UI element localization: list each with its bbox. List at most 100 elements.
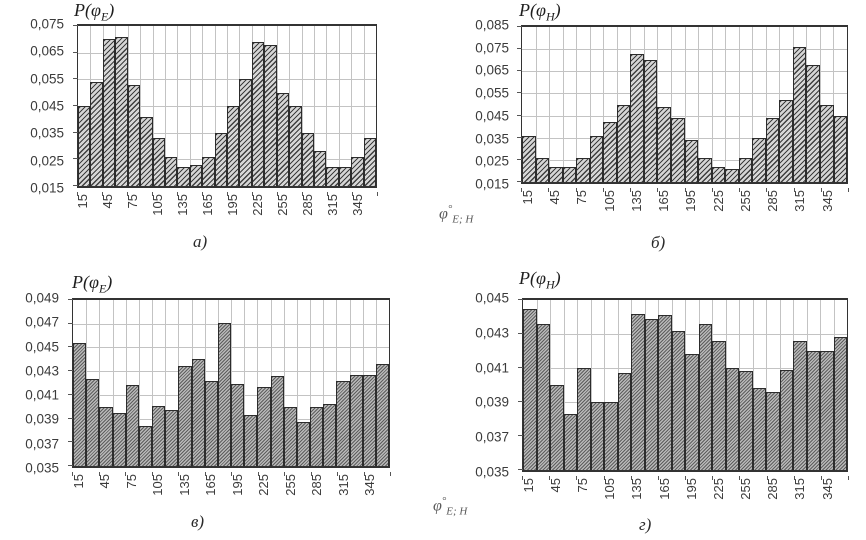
y-tick-mark	[68, 370, 73, 372]
x-tick-label: 45	[547, 478, 563, 493]
v-gridline	[833, 27, 835, 182]
x-tick-label: 195	[683, 478, 699, 500]
phi-symbol: φ	[439, 205, 448, 223]
bar	[752, 137, 766, 182]
x-tick-label: 285	[309, 474, 325, 496]
v-gridline	[766, 300, 767, 470]
bar	[217, 322, 232, 466]
y-tick-label: 0,065	[30, 43, 64, 59]
v-gridline	[698, 27, 700, 182]
bar	[576, 157, 590, 182]
y-tick-label: 0,015	[30, 180, 64, 196]
v-gridline	[138, 300, 140, 466]
plot-area	[518, 298, 848, 472]
x-tick-label: 225	[710, 190, 726, 212]
y-tick-label: 0,045	[25, 339, 59, 355]
x-tick-label: 75	[123, 474, 139, 489]
x-tick-label: 225	[250, 194, 266, 216]
bar	[323, 404, 337, 466]
y-tick-label: 0,035	[475, 464, 509, 480]
bar	[589, 135, 604, 182]
bar	[375, 364, 390, 466]
v-gridline	[231, 300, 232, 466]
x-tick-mark	[257, 472, 259, 476]
x-tick-mark	[98, 472, 100, 476]
y-tick-mark	[73, 105, 78, 106]
bar	[779, 100, 793, 182]
x-tick-label: 255	[275, 194, 291, 216]
bar	[289, 106, 302, 186]
x-tick-mark	[684, 188, 686, 192]
x-tick-label: 255	[282, 474, 298, 496]
x-tick-mark	[252, 192, 253, 196]
x-tick-mark	[151, 472, 153, 476]
bar	[73, 342, 87, 466]
x-tick-mark	[576, 476, 578, 480]
v-gridline	[296, 300, 298, 466]
y-tick-mark	[68, 299, 73, 300]
y-tick-label: 0,025	[475, 153, 509, 169]
y-tick-label: 0,043	[25, 363, 59, 379]
title-subscript: H	[545, 277, 555, 292]
x-tick-mark	[363, 472, 365, 476]
x-tick-label: 105	[602, 478, 618, 500]
bar	[227, 106, 240, 186]
v-gridline	[214, 26, 216, 186]
bar	[657, 106, 672, 182]
x-tick-label: 105	[150, 194, 166, 216]
degree-sign: °	[447, 203, 453, 215]
bar	[671, 330, 685, 470]
v-gridline	[202, 26, 204, 186]
x-tick-label: 15	[519, 190, 535, 205]
chart-phi-h-top: P(φH) 0,085 0,075 0,065 0,055 0,045 0,035 0,02…	[433, 0, 866, 264]
bar	[349, 374, 363, 466]
x-tick-label: 345	[819, 190, 835, 212]
bar	[738, 157, 753, 182]
v-gridline	[670, 27, 672, 182]
x-tick-label: 225	[710, 478, 726, 500]
x-tick-mark	[549, 476, 551, 480]
x-tick-label: 105	[150, 474, 166, 496]
x-tick-mark	[127, 192, 128, 196]
v-gridline	[165, 300, 167, 466]
bar	[643, 60, 658, 182]
bar	[283, 406, 297, 466]
y-axis-labels: 0,075 0,065 0,055 0,045 0,035 0,025 0,015	[2, 17, 70, 196]
x-tick-label: 345	[350, 194, 366, 216]
bar	[563, 413, 577, 470]
v-gridline	[562, 27, 564, 182]
v-gridline	[140, 26, 142, 186]
v-gridline	[112, 300, 114, 466]
x-tick-label: 285	[300, 194, 316, 216]
v-gridline	[338, 26, 340, 186]
bar	[336, 380, 350, 466]
v-gridline	[684, 27, 686, 182]
bar	[549, 166, 563, 182]
bar	[711, 166, 726, 182]
degree-sign: °	[441, 495, 447, 507]
v-gridline	[563, 300, 565, 470]
chart-phi-e-bottom: P(φE) 0,049 0,047 0,045 0,043 0,041 0,039 0,03…	[0, 265, 433, 540]
bar	[138, 425, 153, 466]
y-tick-label: 0,045	[30, 98, 64, 114]
y-axis-labels: 0,085 0,075 0,065 0,055 0,045 0,035 0,025 0,015	[445, 18, 515, 192]
v-gridline	[313, 26, 315, 186]
y-tick-label: 0,075	[30, 16, 64, 32]
y-tick-label: 0,065	[475, 62, 509, 78]
x-tick-label: 75	[125, 194, 141, 209]
x-tick-mark	[820, 476, 822, 480]
v-gridline	[657, 27, 659, 182]
y-tick-mark	[517, 181, 522, 182]
x-tick-mark	[152, 192, 153, 196]
v-gridline	[738, 27, 740, 182]
bar	[550, 385, 564, 470]
y-tick-label: 0,035	[475, 131, 509, 147]
y-tick-mark	[68, 465, 73, 466]
x-tick-mark	[284, 472, 285, 476]
bar	[792, 46, 807, 182]
bar	[590, 402, 604, 470]
x-tick-label: 315	[335, 474, 351, 496]
bar	[752, 388, 766, 470]
v-gridline	[351, 26, 353, 186]
y-tick-mark	[68, 393, 73, 395]
